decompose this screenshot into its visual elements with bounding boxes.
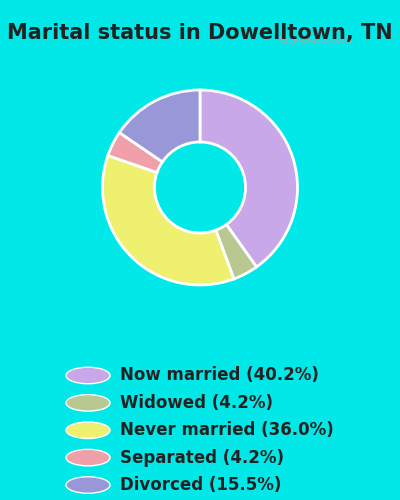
Circle shape [66, 394, 110, 411]
Text: Never married (36.0%): Never married (36.0%) [120, 421, 334, 440]
Wedge shape [120, 90, 200, 162]
Wedge shape [216, 224, 256, 279]
Wedge shape [108, 132, 162, 172]
Wedge shape [200, 90, 298, 267]
Circle shape [66, 450, 110, 466]
Circle shape [66, 422, 110, 438]
Circle shape [66, 367, 110, 384]
Wedge shape [102, 156, 234, 285]
Circle shape [66, 477, 110, 493]
Text: Marital status in Dowelltown, TN: Marital status in Dowelltown, TN [7, 22, 393, 42]
Text: City-Data.com: City-Data.com [279, 35, 353, 45]
Text: Widowed (4.2%): Widowed (4.2%) [120, 394, 273, 412]
Text: Now married (40.2%): Now married (40.2%) [120, 366, 319, 384]
Text: Divorced (15.5%): Divorced (15.5%) [120, 476, 281, 494]
Text: Separated (4.2%): Separated (4.2%) [120, 448, 284, 466]
